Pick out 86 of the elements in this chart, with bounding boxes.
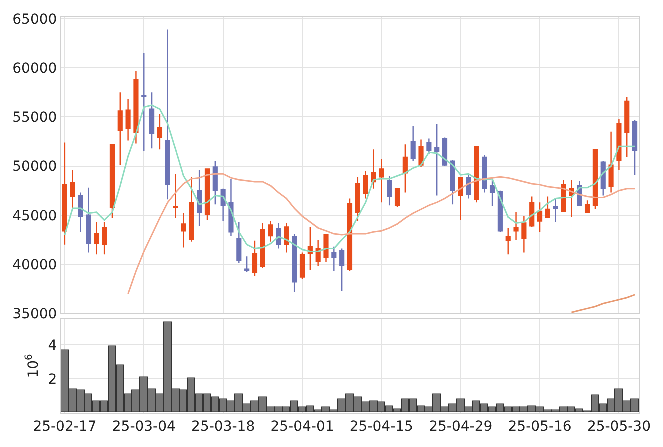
y-tick-label: 40000 — [12, 257, 58, 274]
candlestick — [260, 222, 266, 270]
candlestick — [332, 246, 337, 272]
candlestick — [632, 120, 638, 176]
candlestick — [308, 226, 313, 271]
x-tick-label: 25-04-15 — [350, 418, 414, 435]
candlestick — [102, 222, 108, 256]
candlestick — [181, 212, 186, 248]
candlestick — [355, 176, 360, 222]
candlestick — [204, 168, 210, 221]
candlestick — [442, 137, 448, 167]
y-tick-label: 2 — [48, 372, 58, 388]
candlestick — [316, 239, 321, 268]
x-tick-label: 25-05-16 — [508, 418, 572, 435]
candlestick — [268, 220, 274, 243]
line-series — [64, 104, 636, 252]
candlestick — [482, 154, 488, 194]
candlestick — [434, 123, 440, 196]
y-tick-label: 60000 — [12, 60, 58, 77]
x-tick-label: 25-04-29 — [429, 418, 493, 435]
candlestick — [371, 148, 376, 190]
y-tick-label: 45000 — [12, 208, 58, 224]
candlestick — [592, 148, 598, 210]
candlestick — [86, 187, 92, 254]
x-tick-label: 25-05-30 — [587, 418, 651, 435]
candlestick — [522, 216, 527, 254]
x-tick-label: 25-04-01 — [270, 418, 334, 435]
candlestick — [530, 196, 535, 228]
candlestick — [402, 144, 408, 194]
line-series — [128, 173, 636, 295]
candlestick — [126, 98, 131, 142]
candlestick — [228, 178, 234, 237]
candlestick — [458, 177, 464, 221]
x-tick-label: 25-03-18 — [192, 418, 256, 435]
candlestick — [379, 158, 384, 204]
candlestick — [292, 233, 298, 293]
candlestick — [284, 222, 290, 254]
candlestick — [545, 196, 550, 219]
candlestick — [150, 92, 155, 150]
candlestick — [537, 202, 543, 233]
candlestick — [410, 125, 416, 162]
candlestick — [506, 228, 511, 256]
candlestick — [608, 131, 614, 194]
candlestick — [78, 192, 84, 233]
candlestick — [94, 222, 100, 256]
candlestick — [276, 222, 282, 250]
candlestick — [387, 176, 392, 206]
candlestick — [134, 70, 139, 144]
candlestick — [173, 174, 178, 219]
candlestick — [584, 200, 590, 214]
candlestick — [324, 234, 329, 264]
candlestick — [110, 144, 116, 219]
y-tick-label: 35000 — [12, 306, 58, 322]
x-tick-label: 25-03-04 — [112, 418, 176, 435]
candlestick — [426, 138, 432, 156]
candlestick — [236, 222, 242, 264]
candlestick — [300, 252, 306, 280]
candlestick — [347, 198, 353, 272]
candlestick — [165, 29, 170, 200]
candlestick — [189, 176, 194, 243]
candlestick — [490, 178, 496, 208]
candlestick — [450, 160, 456, 206]
y-tick-label: 55000 — [12, 110, 58, 126]
candlestick — [212, 160, 218, 206]
candlestick — [514, 212, 519, 241]
y-tick-label: 4 — [48, 338, 58, 354]
candlestick — [553, 198, 558, 223]
candlestick — [157, 114, 163, 150]
candlestick — [600, 160, 606, 196]
candlestick — [118, 92, 123, 166]
candlestick — [252, 240, 258, 277]
candlestick — [70, 170, 76, 210]
y-tick-label: 50000 — [12, 159, 58, 176]
candlestick — [244, 256, 250, 273]
candlestick — [394, 188, 400, 208]
y-tick-label: 65000 — [12, 12, 58, 28]
candlestick — [197, 170, 202, 227]
candlestick — [624, 96, 630, 158]
candlestick — [418, 139, 424, 168]
x-tick-label: 25-02-17 — [33, 418, 97, 435]
candlestick — [466, 174, 472, 200]
candlestick — [363, 170, 368, 200]
line-series — [570, 294, 636, 314]
candlestick — [474, 146, 480, 204]
candlestick — [340, 248, 345, 292]
candlestick — [616, 118, 622, 171]
